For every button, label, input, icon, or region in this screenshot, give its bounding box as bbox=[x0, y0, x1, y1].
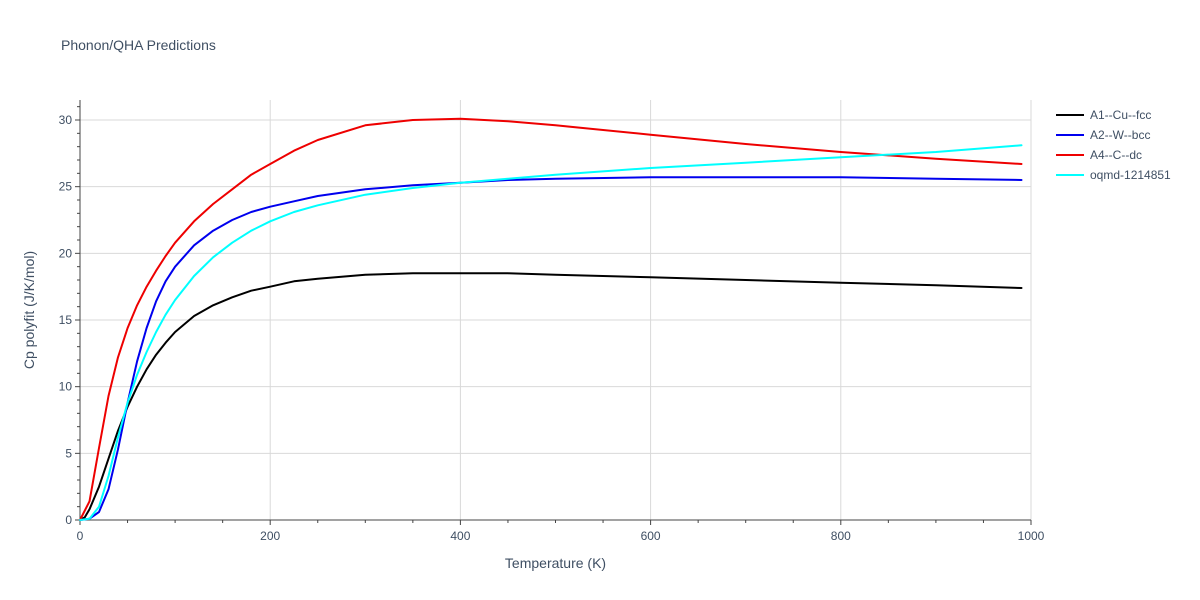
y-axis-title: Cp polyfit (J/K/mol) bbox=[21, 251, 37, 369]
legend[interactable]: A1--Cu--fcc A2--W--bcc A4--C--dc oqmd-12148… bbox=[1056, 108, 1171, 182]
series-line-a1-cu-fcc bbox=[79, 272, 1023, 521]
legend-item[interactable]: A2--W--bcc bbox=[1056, 128, 1150, 142]
y-tick-label: 15 bbox=[59, 313, 73, 327]
axes bbox=[75, 100, 1032, 525]
legend-label: A4--C--dc bbox=[1090, 148, 1142, 162]
series-lines bbox=[79, 117, 1023, 521]
legend-label: oqmd-1214851 bbox=[1090, 168, 1171, 182]
grid-lines bbox=[80, 100, 1032, 520]
y-tick-label: 5 bbox=[65, 446, 72, 460]
x-tick-label: 600 bbox=[641, 529, 661, 543]
y-tick-label: 25 bbox=[59, 180, 73, 194]
legend-item[interactable]: A1--Cu--fcc bbox=[1056, 108, 1151, 122]
y-tick-label: 10 bbox=[59, 380, 73, 394]
x-tick-label: 800 bbox=[831, 529, 851, 543]
x-tick-label: 0 bbox=[77, 529, 84, 543]
y-tick-label: 20 bbox=[59, 246, 73, 260]
series-line-a2-w-bcc bbox=[79, 176, 1023, 521]
legend-item[interactable]: oqmd-1214851 bbox=[1056, 168, 1171, 182]
tick-labels: 0 200 400 600 800 1000 0 5 10 15 20 25 30 bbox=[59, 113, 1045, 543]
legend-label: A2--W--bcc bbox=[1090, 128, 1150, 142]
legend-label: A1--Cu--fcc bbox=[1090, 108, 1151, 122]
legend-item[interactable]: A4--C--dc bbox=[1056, 148, 1142, 162]
x-tick-label: 1000 bbox=[1018, 529, 1045, 543]
x-axis-title: Temperature (K) bbox=[505, 555, 606, 571]
x-tick-label: 400 bbox=[450, 529, 470, 543]
series-line-oqmd-1214851 bbox=[79, 144, 1023, 521]
y-tick-label: 30 bbox=[59, 113, 73, 127]
chart-title: Phonon/QHA Predictions bbox=[61, 37, 216, 53]
y-tick-label: 0 bbox=[65, 513, 72, 527]
series-line-a4-c-dc bbox=[79, 117, 1023, 521]
x-tick-label: 200 bbox=[260, 529, 280, 543]
